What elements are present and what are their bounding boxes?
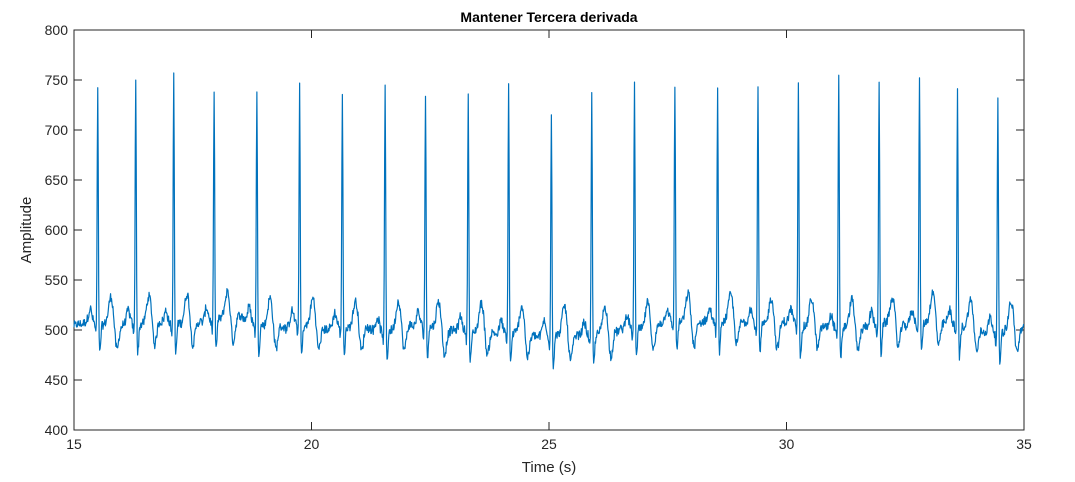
y-tick-label: 750 <box>45 72 69 88</box>
y-tick-label: 550 <box>45 272 69 288</box>
x-tick-label: 20 <box>304 436 320 452</box>
x-axis-label: Time (s) <box>522 459 576 476</box>
ecg-signal-line <box>73 72 1025 370</box>
tick-group: 15 20 25 30 35 400 450 500 550 600 650 700 750 800 <box>45 22 1032 452</box>
y-tick-label: 450 <box>45 372 69 388</box>
chart-title: Mantener Tercera derivada <box>460 9 637 25</box>
y-tick-label: 650 <box>45 172 69 188</box>
y-tick-label: 800 <box>45 22 69 38</box>
plot-area <box>73 29 1025 431</box>
x-tick-label: 25 <box>541 436 557 452</box>
y-tick-label: 600 <box>45 222 69 238</box>
x-tick-label: 35 <box>1016 436 1032 452</box>
y-tick-label: 400 <box>45 422 69 438</box>
y-tick-label: 700 <box>45 122 69 138</box>
y-axis-label: Amplitude <box>18 197 35 264</box>
y-tick-label: 500 <box>45 322 69 338</box>
x-tick-label: 15 <box>66 436 82 452</box>
x-tick-label: 30 <box>779 436 795 452</box>
